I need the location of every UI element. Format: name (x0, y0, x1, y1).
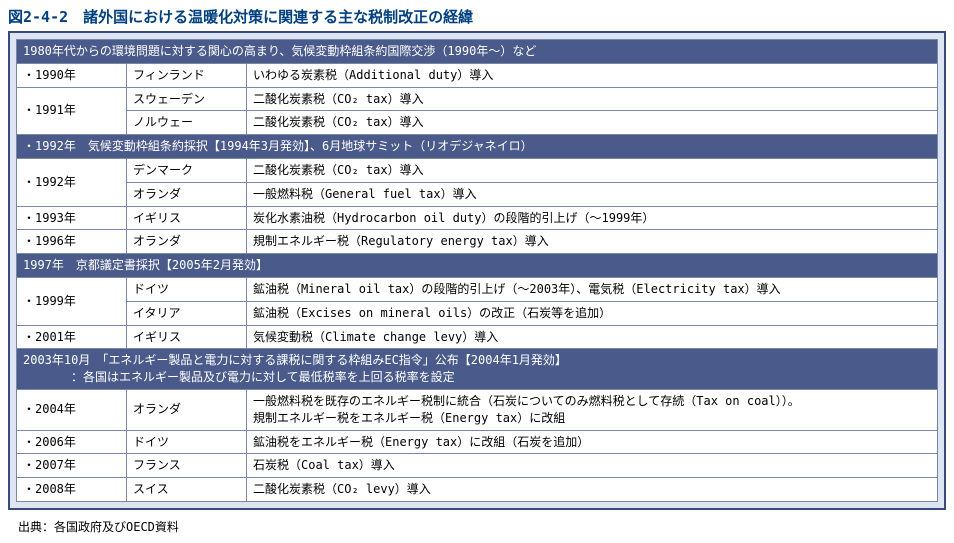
description-cell: 一般燃料税を既存のエネルギー税制に統合（石炭についてのみ燃料税として存続（Tax… (247, 389, 938, 430)
table-row: ・1990年フィンランドいわゆる炭素税（Additional duty）導入 (17, 63, 938, 87)
description-cell: 規制エネルギー税（Regulatory energy tax）導入 (247, 230, 938, 254)
figure-title: 図2-4-2 諸外国における温暖化対策に関連する主な税制改正の経緯 (0, 0, 954, 31)
country-cell: イギリス (127, 206, 247, 230)
country-cell: スイス (127, 478, 247, 502)
description-cell: 鉱油税（Mineral oil tax）の段階的引上げ（～2003年）、電気税（… (247, 277, 938, 301)
description-cell: 炭化水素油税（Hydrocarbon oil duty）の段階的引上げ（～199… (247, 206, 938, 230)
table-row: ・1999年ドイツ鉱油税（Mineral oil tax）の段階的引上げ（～20… (17, 277, 938, 301)
country-cell: イギリス (127, 325, 247, 349)
table-row: イタリア鉱油税（Excises on mineral oils）の改正（石炭等を… (17, 301, 938, 325)
table-row: ・2004年オランダ一般燃料税を既存のエネルギー税制に統合（石炭についてのみ燃料… (17, 389, 938, 430)
description-cell: 二酸化炭素税（CO₂ levy）導入 (247, 478, 938, 502)
table-row: オランダ一般燃料税（General fuel tax）導入 (17, 182, 938, 206)
table-row: ・1996年オランダ規制エネルギー税（Regulatory energy tax… (17, 230, 938, 254)
year-cell: ・1993年 (17, 206, 127, 230)
section-header: 2003年10月 「エネルギー製品と電力に対する課税に関する枠組みEC指令」公布… (17, 349, 938, 390)
description-cell: 二酸化炭素税（CO₂ tax）導入 (247, 111, 938, 135)
description-cell: 石炭税（Coal tax）導入 (247, 454, 938, 478)
description-cell: 二酸化炭素税（CO₂ tax）導入 (247, 158, 938, 182)
table-row: ・1993年イギリス炭化水素油税（Hydrocarbon oil duty）の段… (17, 206, 938, 230)
section-header: 1980年代からの環境問題に対する関心の高まり、気候変動枠組条約国際交渉（199… (17, 40, 938, 64)
table-row: ・2006年ドイツ鉱油税をエネルギー税（Energy tax）に改組（石炭を追加… (17, 430, 938, 454)
table-row: ・1992年デンマーク二酸化炭素税（CO₂ tax）導入 (17, 158, 938, 182)
section-header: ・1992年 気候変動枠組条約採択【1994年3月発効】、6月地球サミット（リオ… (17, 135, 938, 159)
country-cell: オランダ (127, 230, 247, 254)
table-row: ノルウェー二酸化炭素税（CO₂ tax）導入 (17, 111, 938, 135)
tax-reform-table: 1980年代からの環境問題に対する関心の高まり、気候変動枠組条約国際交渉（199… (16, 39, 938, 502)
year-cell: ・1999年 (17, 277, 127, 325)
table-frame: 1980年代からの環境問題に対する関心の高まり、気候変動枠組条約国際交渉（199… (8, 31, 946, 510)
table-row: ・2008年スイス二酸化炭素税（CO₂ levy）導入 (17, 478, 938, 502)
year-cell: ・2007年 (17, 454, 127, 478)
country-cell: オランダ (127, 182, 247, 206)
country-cell: オランダ (127, 389, 247, 430)
description-cell: 鉱油税（Excises on mineral oils）の改正（石炭等を追加） (247, 301, 938, 325)
description-cell: 二酸化炭素税（CO₂ tax）導入 (247, 87, 938, 111)
country-cell: ノルウェー (127, 111, 247, 135)
year-cell: ・1991年 (17, 87, 127, 135)
year-cell: ・2006年 (17, 430, 127, 454)
description-cell: 鉱油税をエネルギー税（Energy tax）に改組（石炭を追加） (247, 430, 938, 454)
country-cell: イタリア (127, 301, 247, 325)
country-cell: デンマーク (127, 158, 247, 182)
country-cell: フィンランド (127, 63, 247, 87)
year-cell: ・1996年 (17, 230, 127, 254)
table-row: ・2007年フランス石炭税（Coal tax）導入 (17, 454, 938, 478)
description-cell: 気候変動税（Climate change levy）導入 (247, 325, 938, 349)
year-cell: ・1990年 (17, 63, 127, 87)
country-cell: ドイツ (127, 430, 247, 454)
section-header: 1997年 京都議定書採択【2005年2月発効】 (17, 254, 938, 278)
year-cell: ・2008年 (17, 478, 127, 502)
source-note: 出典：各国政府及びOECD資料 (0, 510, 954, 539)
description-cell: 一般燃料税（General fuel tax）導入 (247, 182, 938, 206)
table-row: ・2001年イギリス気候変動税（Climate change levy）導入 (17, 325, 938, 349)
year-cell: ・1992年 (17, 158, 127, 206)
table-row: ・1991年スウェーデン二酸化炭素税（CO₂ tax）導入 (17, 87, 938, 111)
description-cell: いわゆる炭素税（Additional duty）導入 (247, 63, 938, 87)
year-cell: ・2001年 (17, 325, 127, 349)
country-cell: スウェーデン (127, 87, 247, 111)
country-cell: ドイツ (127, 277, 247, 301)
country-cell: フランス (127, 454, 247, 478)
year-cell: ・2004年 (17, 389, 127, 430)
